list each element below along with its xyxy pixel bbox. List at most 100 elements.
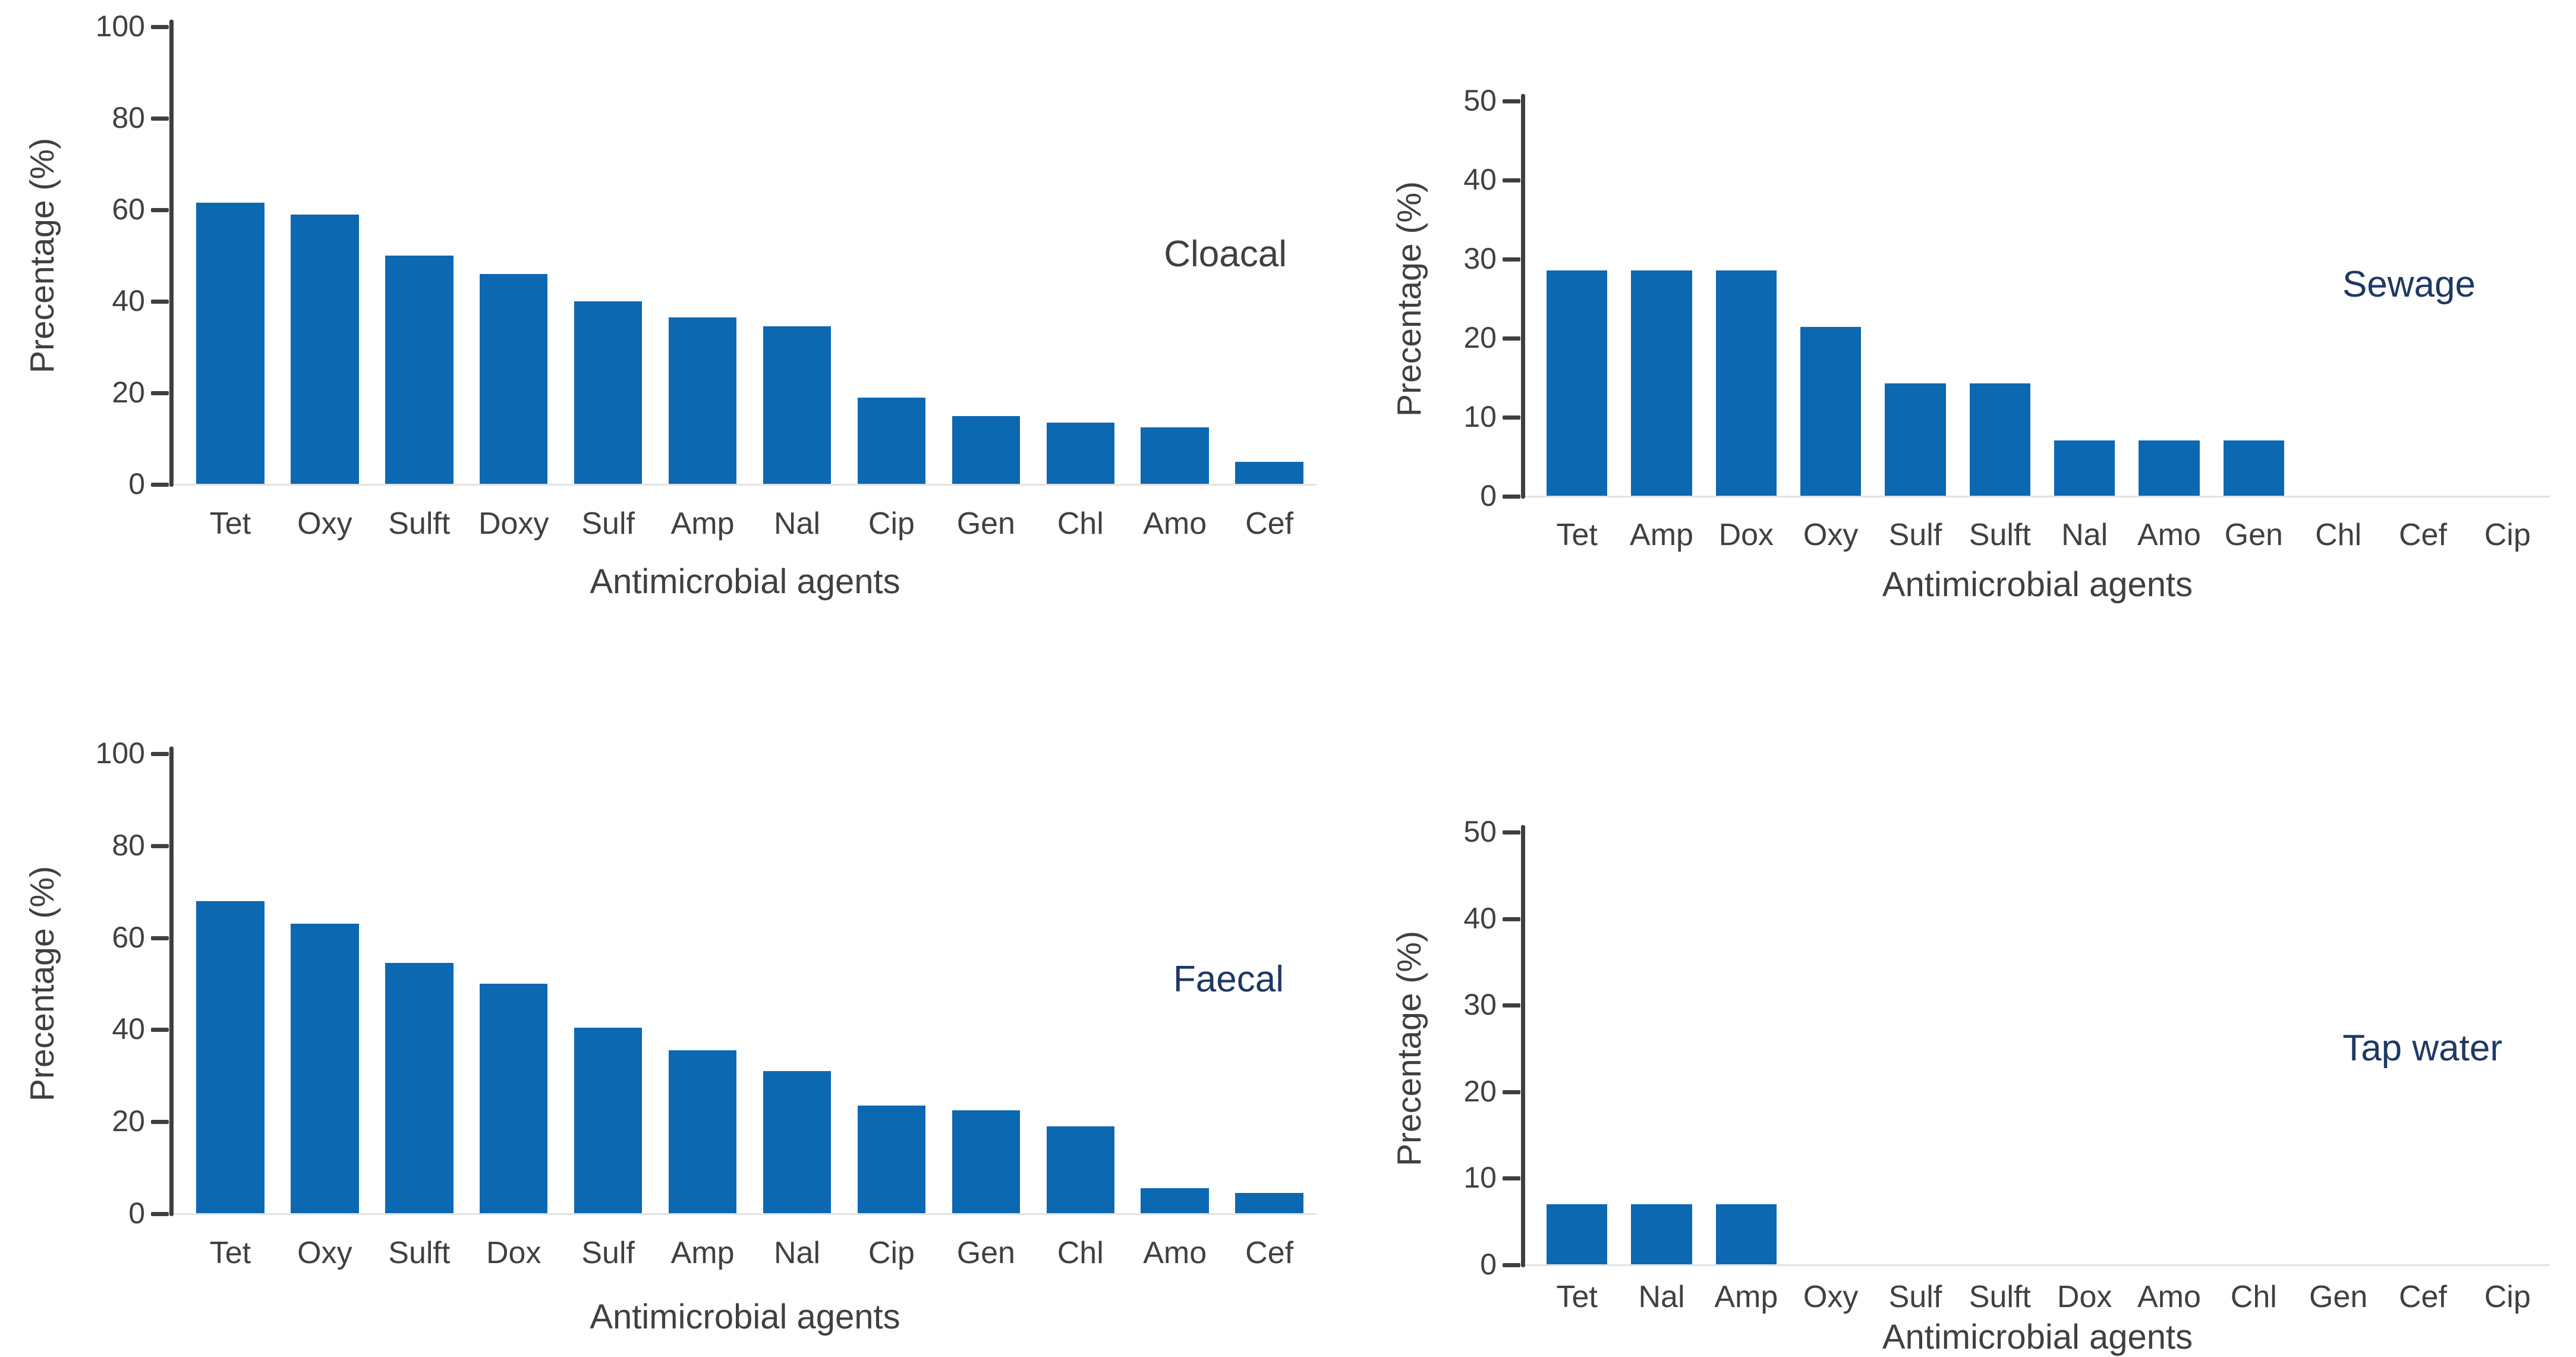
category-label: Tet xyxy=(209,1236,251,1270)
bar xyxy=(668,1050,737,1214)
y-tick-mark xyxy=(1503,415,1520,420)
bar-slot xyxy=(1033,754,1128,1214)
bar-slot xyxy=(844,754,939,1214)
category-label: Sulf xyxy=(581,1236,635,1270)
bar xyxy=(2054,440,2115,496)
bar xyxy=(1631,270,1692,496)
y-tick-label: 60 xyxy=(112,920,145,954)
y-tick-mark xyxy=(151,1120,169,1125)
y-tick-label: 30 xyxy=(1463,241,1497,275)
y-tick-mark xyxy=(1503,99,1520,103)
y-tick-mark xyxy=(1503,336,1520,341)
y-tick-label: 40 xyxy=(1463,901,1497,935)
bar-slot xyxy=(1535,832,1619,1265)
chart-tap-water: Precentage (%) Tet Nal Amp Oxy Sulf Sulft Dox A… xyxy=(1367,676,2576,1356)
bar-slot xyxy=(561,27,656,484)
bar-slot xyxy=(2212,832,2296,1265)
category-label: Cip xyxy=(868,1236,915,1270)
bar-slot xyxy=(2042,101,2127,496)
chart-sewage: Precentage (%) Tet Amp Dox Oxy Sulf Sulft Nal A… xyxy=(1367,0,2576,676)
x-axis-baseline xyxy=(174,484,1317,486)
y-tick-mark xyxy=(151,208,169,212)
y-axis-title: Precentage (%) xyxy=(23,137,61,374)
y-tick-label: 50 xyxy=(1463,814,1497,848)
bar-slot xyxy=(2042,832,2127,1265)
bar xyxy=(480,273,548,484)
chart-title: Faecal xyxy=(1173,959,1284,1000)
category-label: Amo xyxy=(1143,506,1207,541)
y-tick-label: 20 xyxy=(112,375,145,409)
bar-slot xyxy=(1788,832,1873,1265)
y-tick-label: 40 xyxy=(112,1012,145,1046)
category-label: Chl xyxy=(1057,506,1104,541)
bar xyxy=(480,984,548,1214)
bar-slot xyxy=(1704,101,1788,496)
x-axis-baseline xyxy=(1525,1264,2550,1266)
bar xyxy=(763,326,832,484)
bar-slot xyxy=(939,27,1033,484)
y-tick-mark xyxy=(151,936,169,940)
plot-area xyxy=(1525,101,2550,496)
x-axis-title: Antimicrobial agents xyxy=(1882,1318,2193,1356)
y-axis-title: Precentage (%) xyxy=(1390,930,1428,1167)
y-tick-mark xyxy=(151,1028,169,1032)
x-category-labels: Tet Oxy Sulft Dox Sulf Amp Nal Cip Gen Chl Amo Cef xyxy=(183,1235,1317,1271)
bar-slot xyxy=(1958,832,2042,1265)
category-label: Sulft xyxy=(1969,1280,2031,1314)
category-label: Nal xyxy=(2061,518,2108,552)
y-tick-label: 100 xyxy=(95,736,145,770)
y-tick-mark xyxy=(1503,178,1520,182)
bar xyxy=(2223,440,2285,496)
category-label: Amo xyxy=(2137,1280,2201,1314)
y-tick-mark xyxy=(1503,1176,1520,1181)
y-tick-mark xyxy=(1503,1003,1520,1008)
bar xyxy=(574,301,643,484)
category-label: Cef xyxy=(1245,1236,1294,1270)
y-tick-mark xyxy=(1503,257,1520,262)
bar-slot xyxy=(1873,832,1957,1265)
category-label: Amp xyxy=(1714,1280,1778,1314)
category-label: Amp xyxy=(1630,518,1693,552)
y-tick-label: 10 xyxy=(1463,1161,1497,1195)
bar xyxy=(2139,440,2200,496)
x-category-labels: Tet Nal Amp Oxy Sulf Sulft Dox Amo Chl Gen Cef Cip xyxy=(1535,1279,2550,1315)
y-tick-label: 20 xyxy=(1463,1074,1497,1108)
category-label: Chl xyxy=(2230,1280,2277,1314)
bar-slot xyxy=(467,754,561,1214)
x-category-labels: Tet Oxy Sulft Doxy Sulf Amp Nal Cip Gen Chl Amo Cef xyxy=(183,506,1317,541)
y-tick-label: 100 xyxy=(95,9,145,43)
bar-slot xyxy=(844,27,939,484)
y-tick-label: 80 xyxy=(112,100,145,134)
bar-slot xyxy=(656,27,750,484)
bar xyxy=(1631,1204,1692,1265)
bar-slot xyxy=(2212,101,2296,496)
category-label: Chl xyxy=(1057,1236,1104,1270)
category-label: Gen xyxy=(2224,518,2283,552)
y-axis-line xyxy=(1521,94,1525,499)
bar xyxy=(857,1106,926,1214)
category-label: Cef xyxy=(2398,518,2447,552)
y-axis-line xyxy=(169,747,174,1216)
category-label: Tet xyxy=(209,506,251,541)
y-tick-mark xyxy=(151,391,169,395)
bar xyxy=(1546,270,1608,496)
y-tick-mark xyxy=(151,25,169,29)
bar xyxy=(1046,423,1114,484)
category-label: Sulf xyxy=(581,506,635,541)
chart-title: Sewage xyxy=(2342,263,2476,305)
y-tick-mark xyxy=(1503,1263,1520,1267)
bar-slot xyxy=(1704,832,1788,1265)
bar-slot xyxy=(1128,754,1222,1214)
bar xyxy=(291,924,359,1214)
x-axis-title: Antimicrobial agents xyxy=(590,1298,900,1336)
y-tick-label: 60 xyxy=(112,192,145,226)
y-tick-label: 20 xyxy=(112,1104,145,1138)
category-label: Nal xyxy=(1638,1280,1685,1314)
bar-slot xyxy=(467,27,561,484)
bar xyxy=(1235,461,1303,484)
category-label: Sulft xyxy=(1969,518,2031,552)
category-label: Amo xyxy=(1143,1236,1207,1270)
bar xyxy=(1235,1193,1303,1214)
chart-faecal: Precentage (%) Tet Oxy Sulft Dox Sulf Amp Nal C… xyxy=(0,676,1367,1352)
y-tick-label: 40 xyxy=(1463,162,1497,196)
